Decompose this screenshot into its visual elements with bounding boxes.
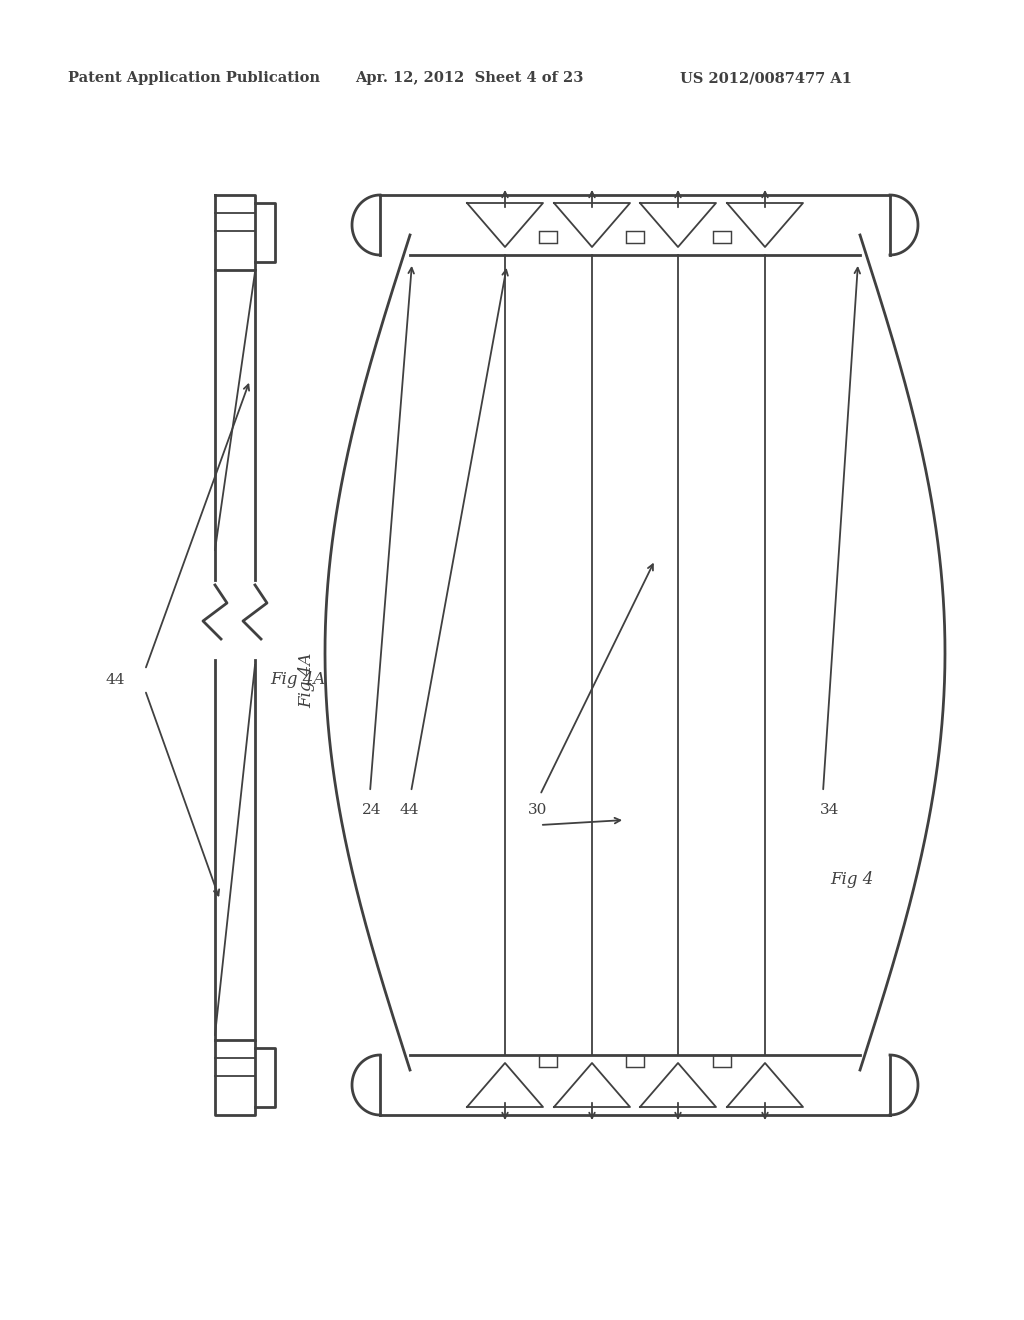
Text: 44: 44	[400, 803, 420, 817]
Bar	[539, 1055, 557, 1067]
Text: Apr. 12, 2012  Sheet 4 of 23: Apr. 12, 2012 Sheet 4 of 23	[355, 71, 584, 84]
Bar	[626, 1055, 644, 1067]
Text: 44: 44	[105, 673, 125, 686]
Bar	[539, 231, 557, 243]
Bar	[713, 1055, 731, 1067]
Bar	[626, 231, 644, 243]
Text: Patent Application Publication: Patent Application Publication	[68, 71, 319, 84]
Text: 24: 24	[362, 803, 382, 817]
Text: 34: 34	[820, 803, 840, 817]
Text: Fig 4A: Fig 4A	[270, 672, 326, 689]
Bar	[713, 231, 731, 243]
Text: 30: 30	[528, 803, 548, 817]
Text: Fig 4A: Fig 4A	[298, 652, 315, 708]
Text: US 2012/0087477 A1: US 2012/0087477 A1	[680, 71, 852, 84]
Text: Fig 4: Fig 4	[830, 871, 873, 888]
